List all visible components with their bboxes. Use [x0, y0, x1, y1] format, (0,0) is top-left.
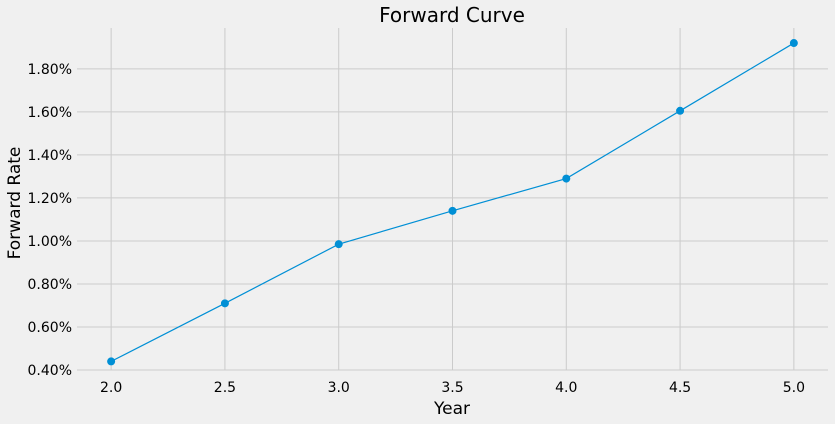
y-tick-label: 1.20% [28, 191, 72, 207]
x-tick-label: 4.0 [555, 380, 577, 396]
x-tick-label: 3.5 [441, 380, 463, 396]
y-tick-label: 0.40% [28, 363, 72, 379]
y-tick-label: 1.60% [28, 105, 72, 121]
y-tick-label: 1.80% [28, 62, 72, 78]
data-point [334, 240, 343, 249]
data-series [107, 39, 798, 366]
y-tick-label: 1.40% [28, 148, 72, 164]
x-tick-label: 2.0 [100, 380, 122, 396]
chart-title: Forward Curve [379, 3, 525, 27]
data-point [448, 206, 457, 215]
x-tick-label: 4.5 [669, 380, 691, 396]
data-point [107, 357, 116, 366]
data-point [562, 174, 571, 183]
grid-lines [77, 28, 828, 371]
data-point [676, 106, 685, 115]
y-tick-label: 0.80% [28, 277, 72, 293]
y-axis-label: Forward Rate [5, 147, 25, 260]
tick-labels: 2.0 2.5 3.0 3.5 4.0 4.5 5.0 0.40% 0.60% 0.80% 1.00… [28, 62, 805, 396]
x-tick-label: 2.5 [214, 380, 236, 396]
x-axis-label: Year [433, 399, 470, 419]
data-point [220, 299, 229, 308]
y-tick-label: 1.00% [28, 234, 72, 250]
y-tick-label: 0.60% [28, 320, 72, 336]
data-point [789, 39, 798, 48]
x-tick-label: 5.0 [783, 380, 805, 396]
x-tick-label: 3.0 [328, 380, 350, 396]
